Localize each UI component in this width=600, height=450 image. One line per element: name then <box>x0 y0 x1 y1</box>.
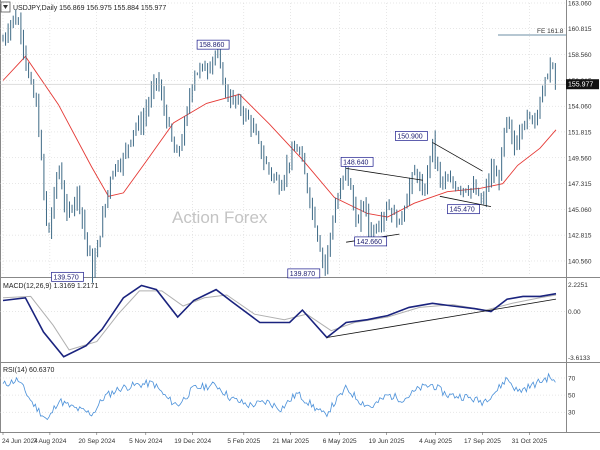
swing-label: 150.900 <box>397 133 422 140</box>
macd-tick-label: 0.00 <box>568 309 581 316</box>
macd-title: MACD(12,26,9) 1.3169 1.2171 <box>3 283 98 290</box>
swing-label: 158.860 <box>199 42 224 49</box>
time-tick-label: 5 Nov 2024 <box>129 438 163 445</box>
macd-axis: 2.2251 0.00 -3.6133 <box>568 282 590 362</box>
price-tick-label: 142.815 <box>568 233 592 240</box>
rsi-axis: 70 50 30 <box>568 375 576 416</box>
time-tick-label: 4 Aug 2025 <box>419 438 452 445</box>
price-tick-label: 154.060 <box>568 104 592 111</box>
current-price-label: 155.977 <box>568 82 593 89</box>
time-tick-label: 6 May 2025 <box>323 438 357 445</box>
watermark: Action Forex <box>172 208 268 227</box>
macd-tick-label: 2.2251 <box>568 282 588 289</box>
rsi-tick-label: 70 <box>568 375 576 382</box>
macd-trendline <box>326 298 557 338</box>
time-tick-label: 19 Jun 2025 <box>369 438 405 445</box>
chart-frame <box>0 0 600 433</box>
time-tick-label: 7 Aug 2024 <box>33 438 66 445</box>
swing-label: 148.640 <box>343 159 368 166</box>
price-tick-label: 145.060 <box>568 207 592 214</box>
triangle-down-icon <box>3 5 8 9</box>
current-price-box <box>566 79 599 90</box>
time-tick-label: 24 Jun 2024 <box>2 438 38 445</box>
trendline <box>432 142 483 172</box>
price-tick-label: 158.560 <box>568 52 592 59</box>
macd-line <box>2 284 557 358</box>
fib-extension: FE 161.8 <box>498 28 566 36</box>
time-tick-label: 21 Mar 2025 <box>272 438 309 445</box>
rsi-panel: RSI(14) 60.6370 70 50 30 <box>0 367 576 421</box>
fib-label: FE 161.8 <box>537 28 564 35</box>
price-bars <box>2 9 556 283</box>
price-tick-label: 140.560 <box>568 258 592 265</box>
macd-panel: MACD(12,26,9) 1.3169 1.2171 2.2251 0.00 -3… <box>0 282 590 362</box>
rsi-title: RSI(14) 60.6370 <box>3 367 54 374</box>
price-tick-label: 163.060 <box>568 1 592 8</box>
trendline <box>439 195 492 208</box>
swing-label: 145.470 <box>449 207 474 214</box>
rsi-tick-label: 30 <box>568 410 576 417</box>
price-tick-label: 147.315 <box>568 181 592 188</box>
time-tick-label: 5 Feb 2025 <box>227 438 260 445</box>
swing-label: 139.570 <box>54 274 79 281</box>
swing-label-box <box>51 271 84 282</box>
swing-label-box <box>354 236 388 247</box>
chart-header: USDJPY,Daily 156.869 156.975 155.884 155… <box>0 1 166 13</box>
swing-label-box <box>196 39 230 50</box>
rsi-line <box>2 372 556 421</box>
time-tick-label: 31 Oct 2025 <box>512 438 548 445</box>
price-axis: 163.060160.815158.560156.315154.060151.8… <box>0 1 599 265</box>
rsi-tick-label: 50 <box>568 393 576 400</box>
swing-label: 139.870 <box>290 271 315 278</box>
macd-tick-label: -3.6133 <box>568 355 590 362</box>
macd-signal-line <box>2 290 557 351</box>
price-tick-label: 149.560 <box>568 155 592 162</box>
symbol-quote: USDJPY,Daily 156.869 156.975 155.884 155… <box>13 5 166 12</box>
swing-label: 142.660 <box>357 239 382 246</box>
swing-label-box <box>395 131 428 141</box>
macd-lines <box>2 284 557 358</box>
price-tick-label: 151.815 <box>568 129 592 136</box>
time-tick-label: 19 Dec 2024 <box>174 438 211 445</box>
price-tick-label: 160.815 <box>568 26 592 33</box>
swing-label-box <box>287 268 321 279</box>
rsi-grid <box>0 377 566 413</box>
swing-label-box <box>340 156 374 167</box>
time-tick-label: 20 Sep 2024 <box>78 438 115 445</box>
trendline <box>346 167 423 181</box>
swing-labels: 158.860 139.570 148.640 150.900 142.660 145.4… <box>51 39 480 282</box>
swing-label-box <box>447 204 480 215</box>
rsi-line <box>2 372 556 421</box>
time-tick-label: 17 Sep 2025 <box>464 438 501 445</box>
